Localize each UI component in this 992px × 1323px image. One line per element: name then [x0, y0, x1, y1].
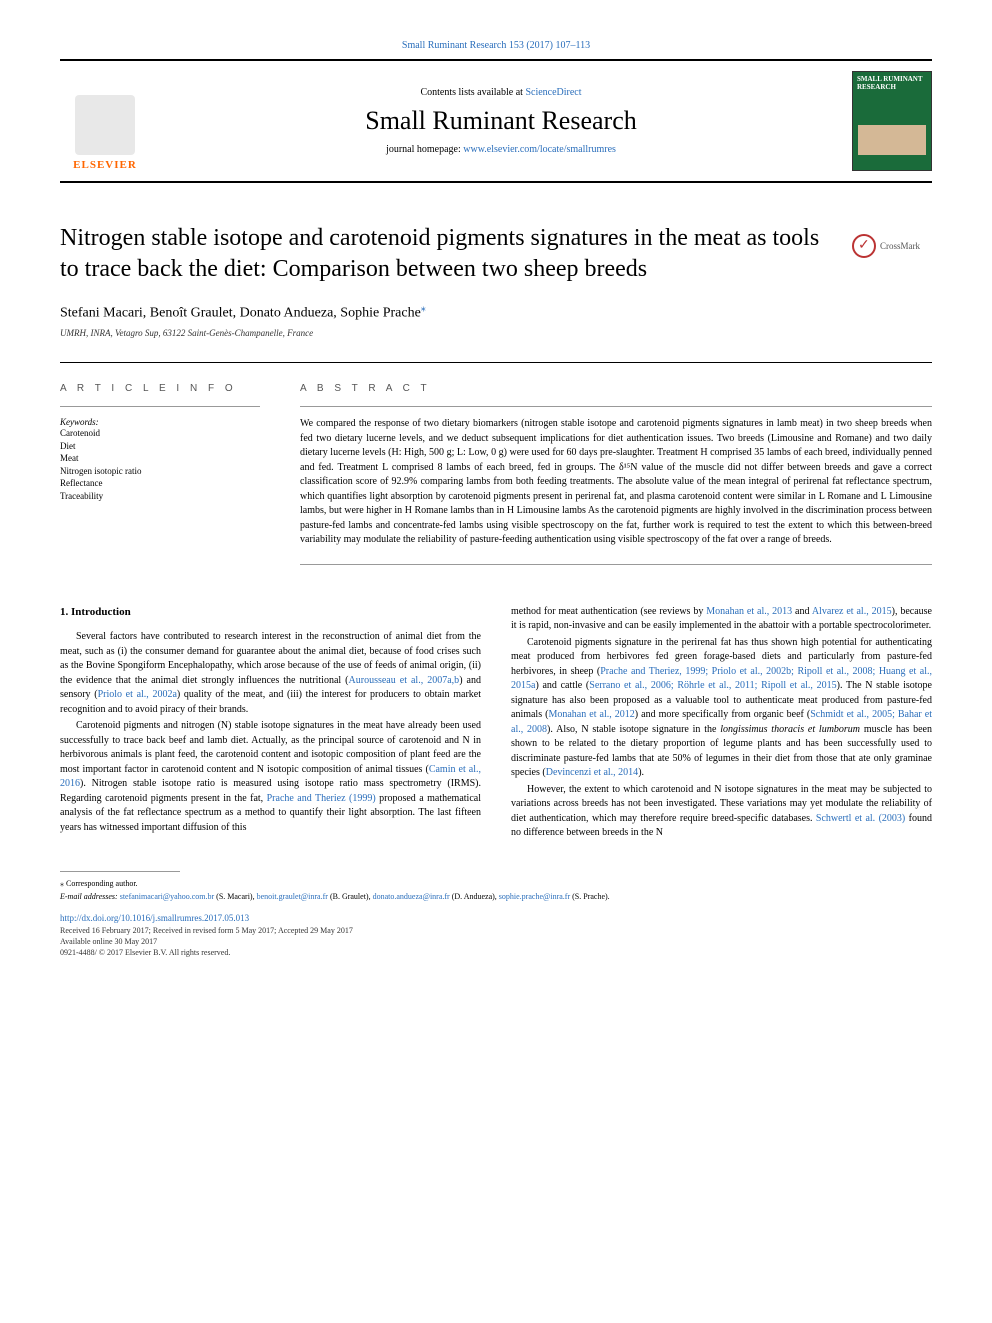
- corresponding-author: ⁎ Corresponding author.: [60, 878, 932, 889]
- elsevier-tree-icon: [75, 95, 135, 155]
- received-line: Received 16 February 2017; Received in r…: [60, 925, 932, 936]
- email-name: (S. Prache).: [570, 892, 610, 901]
- keyword: Traceability: [60, 490, 260, 503]
- homepage-link[interactable]: www.elsevier.com/locate/smallrumres: [463, 144, 616, 155]
- paragraph: However, the extent to which carotenoid …: [511, 783, 932, 841]
- crossmark-badge[interactable]: CrossMark: [852, 231, 932, 261]
- abstract-text: We compared the response of two dietary …: [300, 417, 932, 548]
- abstract-rule: [300, 406, 932, 407]
- keyword: Carotenoid: [60, 427, 260, 440]
- citation-link[interactable]: Aurousseau et al., 2007a,b: [349, 675, 460, 686]
- citation-link[interactable]: Devincenzi et al., 2014: [546, 767, 638, 778]
- paragraph: Carotenoid pigments and nitrogen (N) sta…: [60, 719, 481, 835]
- email-name: (B. Graulet),: [328, 892, 373, 901]
- paragraph: Several factors have contributed to rese…: [60, 630, 481, 717]
- keyword: Nitrogen isotopic ratio: [60, 465, 260, 478]
- authors: Stefani Macari, Benoît Graulet, Donato A…: [60, 303, 932, 322]
- homepage-line: journal homepage: www.elsevier.com/locat…: [150, 144, 852, 155]
- body-columns: 1. Introduction Several factors have con…: [60, 605, 932, 841]
- keyword: Reflectance: [60, 477, 260, 490]
- citation-link[interactable]: Priolo et al., 2002a: [98, 689, 177, 700]
- available-line: Available online 30 May 2017: [60, 936, 932, 947]
- paragraph: Carotenoid pigments signature in the per…: [511, 636, 932, 781]
- info-label: A R T I C L E I N F O: [60, 383, 260, 394]
- email-link[interactable]: sophie.prache@inra.fr: [499, 892, 570, 901]
- abstract-column: A B S T R A C T We compared the response…: [300, 383, 932, 565]
- footer: ⁎ Corresponding author. E-mail addresses…: [60, 878, 932, 959]
- section-heading: 1. Introduction: [60, 605, 481, 621]
- footer-rule: [60, 871, 180, 872]
- text: method for meat authentication (see revi…: [511, 606, 706, 617]
- email-link[interactable]: benoit.graulet@inra.fr: [257, 892, 328, 901]
- email-name: (S. Macari),: [214, 892, 256, 901]
- info-rule: [60, 406, 260, 407]
- citation-link[interactable]: Alvarez et al., 2015: [812, 606, 892, 617]
- elsevier-label: ELSEVIER: [73, 159, 137, 171]
- paragraph: method for meat authentication (see revi…: [511, 605, 932, 634]
- abstract-label: A B S T R A C T: [300, 383, 932, 394]
- crossmark-icon: [852, 234, 876, 258]
- header-divider: [60, 362, 932, 363]
- citation-link[interactable]: Prache and Theriez (1999): [267, 793, 376, 804]
- text: ) and more specifically from organic bee…: [635, 709, 810, 720]
- keywords-label: Keywords:: [60, 417, 260, 427]
- header-center: Contents lists available at ScienceDirec…: [150, 87, 852, 155]
- contents-line: Contents lists available at ScienceDirec…: [150, 87, 852, 98]
- sciencedirect-link[interactable]: ScienceDirect: [525, 87, 581, 98]
- contents-prefix: Contents lists available at: [420, 87, 525, 98]
- citation-link[interactable]: Serrano et al., 2006; Röhrle et al., 201…: [589, 680, 836, 691]
- citation-link[interactable]: Monahan et al., 2012: [548, 709, 634, 720]
- affiliation: UMRH, INRA, Vetagro Sup, 63122 Saint-Gen…: [60, 328, 932, 338]
- citation-link[interactable]: Schwertl et al. (2003): [816, 813, 905, 824]
- article-info: A R T I C L E I N F O Keywords: Caroteno…: [60, 383, 260, 565]
- email-label: E-mail addresses:: [60, 892, 120, 901]
- crossmark-label: CrossMark: [880, 241, 920, 251]
- text: Carotenoid pigments and nitrogen (N) sta…: [60, 720, 481, 775]
- doi-link[interactable]: http://dx.doi.org/10.1016/j.smallrumres.…: [60, 913, 249, 923]
- corr-marker: ⁎: [421, 303, 426, 314]
- text: ). Also, N stable isotope signature in t…: [547, 724, 720, 735]
- journal-cover: SMALL RUMINANT RESEARCH: [852, 71, 932, 171]
- info-abstract-row: A R T I C L E I N F O Keywords: Caroteno…: [60, 383, 932, 565]
- email-link[interactable]: donato.andueza@inra.fr: [373, 892, 450, 901]
- italic-term: longissimus thoracis et lumborum: [720, 724, 860, 735]
- author-names: Stefani Macari, Benoît Graulet, Donato A…: [60, 306, 421, 321]
- journal-header: ELSEVIER Contents lists available at Sci…: [60, 59, 932, 183]
- keyword: Diet: [60, 440, 260, 453]
- keyword: Meat: [60, 452, 260, 465]
- email-name: (D. Andueza),: [450, 892, 499, 901]
- email-link[interactable]: stefanimacari@yahoo.com.br: [120, 892, 214, 901]
- email-line: E-mail addresses: stefanimacari@yahoo.co…: [60, 891, 932, 902]
- citation-link[interactable]: Monahan et al., 2013: [706, 606, 792, 617]
- cover-image: [858, 125, 926, 155]
- cover-title: SMALL RUMINANT RESEARCH: [853, 72, 931, 95]
- journal-name: Small Ruminant Research: [150, 106, 852, 136]
- issn-line: 0921-4488/ © 2017 Elsevier B.V. All righ…: [60, 947, 932, 958]
- title-block: Nitrogen stable isotope and carotenoid p…: [60, 223, 932, 285]
- text: ).: [638, 767, 644, 778]
- text: ) and cattle (: [535, 680, 589, 691]
- article-title: Nitrogen stable isotope and carotenoid p…: [60, 223, 832, 285]
- text: and: [792, 606, 812, 617]
- elsevier-logo: ELSEVIER: [60, 71, 150, 171]
- homepage-prefix: journal homepage:: [386, 144, 463, 155]
- abstract-bottom-rule: [300, 564, 932, 565]
- issue-reference: Small Ruminant Research 153 (2017) 107–1…: [60, 40, 932, 51]
